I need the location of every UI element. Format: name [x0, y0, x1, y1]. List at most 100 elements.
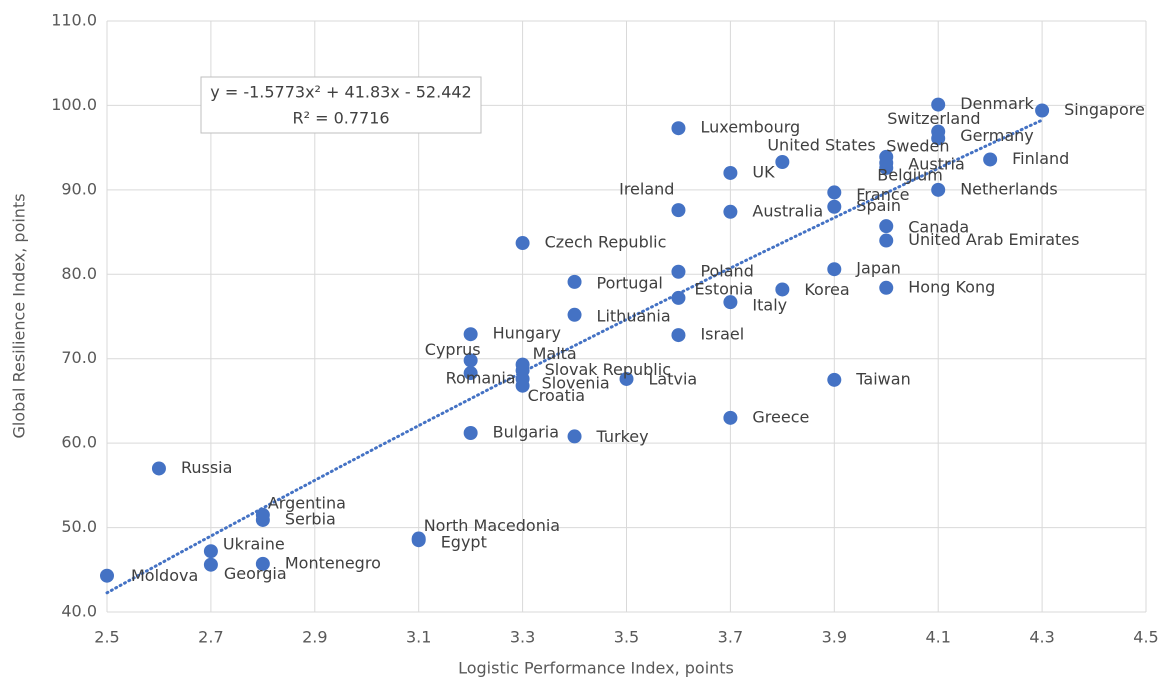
x-tick-label: 2.9 — [302, 628, 327, 647]
point-label: Spain — [856, 196, 901, 215]
point-label: Cyprus — [425, 340, 481, 359]
point-label: Montenegro — [285, 553, 381, 572]
point-label: Italy — [752, 296, 787, 315]
point-label: Hong Kong — [908, 277, 995, 296]
point-label: Slovenia — [542, 373, 610, 392]
x-tick-label: 3.1 — [406, 628, 431, 647]
point — [515, 236, 530, 251]
point — [255, 556, 270, 571]
point — [671, 264, 686, 279]
point — [100, 568, 114, 583]
point-label: Luxembourg — [700, 118, 800, 137]
point-label: Bulgaria — [493, 423, 559, 442]
point-label: United States — [767, 135, 875, 154]
point-label: Lithuania — [597, 306, 671, 325]
point — [151, 461, 166, 476]
x-tick-label: 3.5 — [614, 628, 639, 647]
point-label: Latvia — [649, 369, 698, 388]
y-tick-label: 110.0 — [51, 11, 97, 30]
point — [827, 262, 842, 277]
point — [619, 371, 634, 386]
x-tick-label: 4.5 — [1133, 628, 1158, 647]
point-label: Denmark — [960, 94, 1034, 113]
point — [203, 544, 218, 559]
point-label: Netherlands — [960, 179, 1058, 198]
point-label: North Macedonia — [424, 516, 560, 535]
x-tick-label: 4.3 — [1029, 628, 1054, 647]
point — [411, 533, 426, 548]
y-tick-label: 90.0 — [61, 179, 97, 198]
trend-equation: y = -1.5773x² + 41.83x - 52.442 — [210, 83, 471, 102]
point-label: Sweden — [886, 136, 949, 155]
x-tick-label: 3.3 — [510, 628, 535, 647]
point — [723, 410, 738, 425]
point — [879, 160, 894, 175]
point-label: Canada — [908, 218, 969, 237]
point-label: Hungary — [493, 324, 561, 343]
point-label: Singapore — [1064, 100, 1145, 119]
point — [567, 429, 582, 444]
point-label: Argentina — [268, 493, 346, 512]
point — [671, 290, 686, 305]
point — [931, 182, 946, 197]
point-label: Portugal — [597, 273, 663, 292]
point-label: Serbia — [285, 509, 336, 528]
point-label: Japan — [855, 259, 901, 278]
point — [879, 219, 894, 234]
y-tick-label: 60.0 — [61, 433, 97, 452]
y-tick-label: 80.0 — [61, 264, 97, 283]
point — [463, 327, 478, 342]
point-label: Egypt — [441, 533, 487, 552]
annotation-box — [200, 76, 482, 134]
x-tick-label: 2.5 — [94, 628, 119, 647]
point — [827, 199, 842, 214]
point-label: Ukraine — [223, 535, 285, 554]
point-label: Greece — [752, 407, 809, 426]
x-tick-label: 4.1 — [925, 628, 950, 647]
point — [723, 204, 738, 219]
point — [723, 295, 738, 310]
trend-r2: R² = 0.7716 — [292, 109, 389, 128]
point — [1035, 103, 1050, 118]
point-label: Georgia — [224, 564, 287, 583]
point-label: UK — [752, 162, 775, 181]
point-label: Romania — [446, 369, 516, 388]
point — [775, 282, 790, 297]
x-tick-label: 2.7 — [198, 628, 223, 647]
point — [879, 233, 894, 248]
point-label: Israel — [700, 325, 744, 344]
point-label: Moldova — [131, 566, 198, 585]
point — [463, 353, 478, 368]
y-axis-title: Global Resilience Index, points — [10, 193, 29, 438]
point — [827, 185, 842, 200]
point — [463, 426, 478, 441]
point — [203, 557, 218, 572]
y-tick-label: 100.0 — [51, 95, 97, 114]
point — [775, 154, 790, 169]
point-label: France — [856, 185, 909, 204]
point — [671, 121, 686, 136]
point-label: Estonia — [694, 279, 753, 298]
point-label: Australia — [752, 201, 823, 220]
y-tick-label: 40.0 — [61, 602, 97, 621]
point-label: Belgium — [877, 165, 943, 184]
point — [879, 280, 894, 295]
point-label: Taiwan — [855, 369, 910, 388]
y-tick-label: 50.0 — [61, 517, 97, 536]
point-label: United Arab Emirates — [908, 230, 1079, 249]
grid: 2.5 2.7 2.9 3.1 3.3 3.5 3.7 3.9 4.1 4.3 4.5 40.0 50.… — [51, 11, 1159, 647]
point-label: Croatia — [528, 386, 586, 405]
point — [671, 328, 686, 343]
point — [983, 152, 998, 167]
point-label: Malta — [533, 344, 577, 363]
point-label: Ireland — [619, 180, 674, 199]
point-label: Russia — [181, 458, 232, 477]
point-label: Austria — [908, 154, 965, 173]
point-label: Germany — [960, 126, 1034, 145]
y-tick-label: 70.0 — [61, 348, 97, 367]
point-label: Poland — [700, 261, 753, 280]
point — [931, 131, 946, 146]
point-label: Czech Republic — [545, 233, 667, 252]
x-axis-title: Logistic Performance Index, points — [458, 659, 734, 678]
